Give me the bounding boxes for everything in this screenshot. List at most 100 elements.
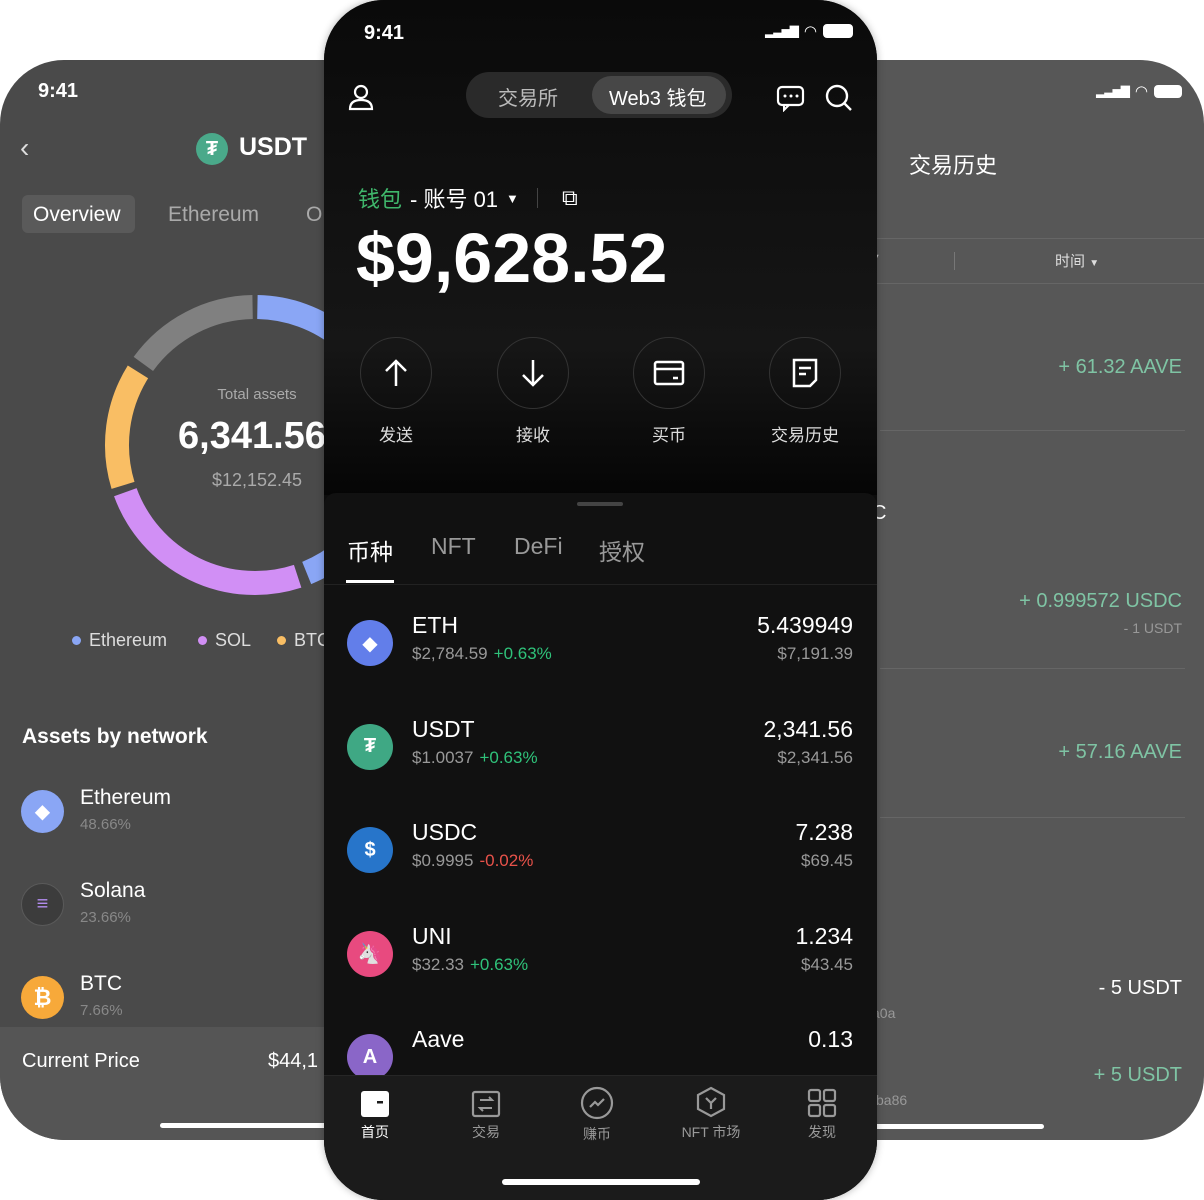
page-title: 交易历史 — [909, 153, 998, 178]
history-button[interactable]: 交易历史 — [769, 337, 841, 446]
token-row-uni[interactable]: 🦄 UNI $32.33 +0.63% 1.234 $43.45 — [324, 911, 877, 1014]
tab-approvals[interactable]: 授权 — [599, 539, 645, 565]
card-icon — [653, 360, 685, 386]
tx-amount[interactable]: + 0.999572 USDC — [1019, 590, 1182, 612]
tab-other[interactable]: O — [306, 203, 323, 226]
section-title: Assets by network — [22, 725, 208, 748]
tx-amount[interactable]: - 5 USDT — [1098, 977, 1182, 999]
network-row-solana[interactable]: ≡ Solana 23.66% — [21, 879, 321, 943]
send-button[interactable]: 发送 — [360, 337, 432, 446]
donut-segment-other — [133, 295, 254, 372]
home-indicator — [160, 1123, 420, 1128]
page-title: USDT — [239, 133, 308, 161]
tab-nft[interactable]: NFT — [431, 533, 476, 559]
token-value: $2,341.56 — [777, 747, 853, 767]
token-price: $2,784.59 +0.63% — [412, 644, 552, 663]
usdc-icon: $ — [347, 827, 393, 873]
token-balance: 5.439949 — [757, 612, 853, 638]
status-time: 9:41 — [38, 80, 79, 102]
home-indicator — [502, 1179, 700, 1185]
uni-icon: 🦄 — [347, 930, 393, 977]
nav-trade[interactable]: 交易 — [441, 1090, 531, 1142]
network-pct: 48.66% — [80, 816, 131, 833]
tab-overview[interactable]: Overview — [33, 203, 121, 226]
status-icons: ▂▃▅▇ ◠ — [1096, 82, 1182, 100]
network-name: Ethereum — [80, 786, 172, 809]
network-row-ethereum[interactable]: ◆ Ethereum 48.66% — [21, 786, 321, 850]
total-balance: $9,628.52 — [356, 219, 668, 297]
legend-sol: SOL — [198, 630, 251, 651]
home-icon — [361, 1091, 389, 1117]
token-change: -0.02% — [479, 851, 534, 870]
battery-icon — [823, 24, 853, 38]
token-symbol: USDC — [412, 819, 478, 845]
tx-amount[interactable]: + 61.32 AAVE — [1058, 356, 1182, 378]
tab-defi[interactable]: DeFi — [514, 533, 563, 559]
token-row-eth[interactable]: ◆ ETH $2,784.59 +0.63% 5.439949 $7,191.39 — [324, 600, 877, 703]
token-balance: 0.13 — [808, 1026, 853, 1052]
network-name: BTC — [80, 972, 122, 995]
chevron-down-icon: ▼ — [1089, 258, 1100, 269]
bottom-nav: 首页 交易 赚币 NFT 市场 发现 — [324, 1075, 877, 1200]
token-symbol: Aave — [412, 1026, 465, 1052]
mode-segment: 交易所 Web3 钱包 — [466, 72, 732, 118]
token-value: $7,191.39 — [777, 644, 853, 663]
token-value: $69.45 — [801, 851, 853, 870]
token-row-usdt[interactable]: ₮ USDT $1.0037 +0.63% 2,341.56 $2,341.56 — [324, 704, 877, 807]
current-price-label: Current Price — [22, 1050, 140, 1072]
chevron-down-icon: ▼ — [506, 190, 519, 206]
account-selector[interactable]: 钱包 - 账号 01 ▼ — [358, 182, 538, 214]
battery-icon — [1154, 84, 1182, 98]
tx-hash-fragment: ba86 — [876, 1092, 908, 1108]
token-balance: 2,341.56 — [763, 715, 853, 742]
token-change: +0.63% — [493, 644, 552, 663]
token-symbol: UNI — [412, 922, 452, 949]
arrow-down-icon — [522, 360, 544, 387]
segment-web3-wallet[interactable]: Web3 钱包 — [609, 88, 707, 110]
usdt-icon: ₮ — [347, 723, 393, 770]
token-change: +0.63% — [479, 747, 538, 767]
home-indicator — [860, 1124, 1044, 1129]
segment-exchange[interactable]: 交易所 — [498, 88, 558, 110]
profile-icon[interactable] — [346, 82, 376, 112]
legend-btc: BTC — [277, 630, 330, 651]
copy-address-icon[interactable]: ⧉ — [562, 185, 578, 210]
tx-hash-fragment: a0a — [872, 1005, 896, 1021]
token-row-usdc[interactable]: $ USDC $0.9995 -0.02% 7.238 $69.45 — [324, 807, 877, 910]
aave-icon: A — [347, 1034, 393, 1080]
donut-usd: $12,152.45 — [211, 470, 303, 490]
nav-nft-market[interactable]: NFT 市场 — [666, 1086, 756, 1142]
donut-segment-btc — [105, 365, 149, 489]
current-price-value: $44,1 — [268, 1050, 319, 1072]
bitcoin-icon: ₿ — [21, 976, 64, 1019]
time-filter[interactable]: 时间 ▼ — [1055, 253, 1100, 270]
document-icon — [792, 358, 818, 388]
back-icon[interactable]: ‹ — [20, 132, 30, 163]
sheet-drag-handle[interactable] — [577, 502, 623, 506]
nav-home[interactable]: 首页 — [330, 1090, 420, 1142]
web3-wallet-screen: 9:41 ▂▃▅▇ ◠ 交易所 Web3 钱包 钱包 - 账号 01 ▼ ⧉ $… — [324, 0, 877, 1200]
token-symbol: ETH — [412, 612, 458, 638]
tab-ethereum[interactable]: Ethereum — [168, 203, 260, 226]
wifi-icon: ◠ — [803, 23, 817, 40]
token-balance: 1.234 — [795, 922, 853, 949]
token-change: +0.63% — [470, 954, 529, 974]
solana-icon: ≡ — [21, 883, 64, 926]
signal-icon: ▂▃▅▇ — [1095, 84, 1130, 98]
receive-button[interactable]: 接收 — [497, 337, 569, 446]
tx-amount[interactable]: + 5 USDT — [1093, 1064, 1182, 1086]
tx-amount[interactable]: + 57.16 AAVE — [1058, 741, 1182, 763]
network-pct: 7.66% — [80, 1002, 123, 1019]
message-icon[interactable] — [776, 84, 806, 112]
nav-earn[interactable]: 赚币 — [552, 1086, 642, 1144]
buy-crypto-button[interactable]: 买币 — [633, 337, 705, 446]
donut-segment-sol — [114, 487, 302, 595]
nav-discover[interactable]: 发现 — [777, 1088, 867, 1142]
tab-tokens[interactable]: 币种 — [347, 539, 393, 565]
token-price: $1.0037 +0.63% — [412, 747, 538, 767]
network-row-btc[interactable]: ₿ BTC 7.66% — [21, 972, 321, 1036]
legend-ethereum: Ethereum — [72, 630, 167, 651]
token-row-aave[interactable]: A Aave 0.13 — [324, 1014, 877, 1117]
usdt-icon: ₮ — [196, 133, 228, 165]
search-icon[interactable] — [824, 83, 854, 113]
